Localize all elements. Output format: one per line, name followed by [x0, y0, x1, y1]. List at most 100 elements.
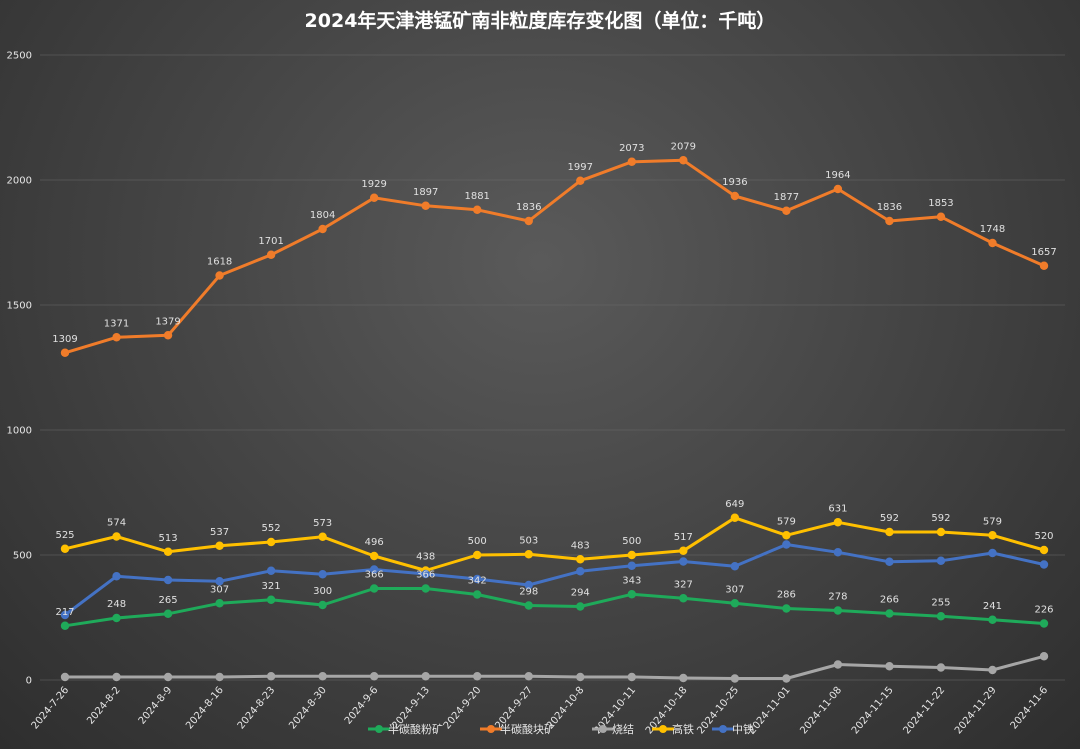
data-point: [833, 184, 843, 194]
data-point: [266, 566, 276, 575]
legend-label: 高铁: [672, 722, 694, 736]
data-point: [782, 531, 791, 540]
data-point: [885, 216, 894, 226]
data-point: [318, 672, 327, 681]
data-point: [627, 561, 636, 570]
data-label: 552: [262, 523, 281, 534]
data-label: 248: [107, 599, 126, 610]
data-label: 1657: [1031, 247, 1056, 258]
data-label: 2073: [619, 143, 644, 154]
data-point: [318, 532, 327, 541]
data-label: 2079: [671, 141, 696, 152]
data-point: [473, 205, 482, 214]
x-tick-label: 2024-9-20: [442, 685, 484, 732]
data-point: [524, 672, 533, 681]
data-label: 266: [880, 595, 899, 606]
data-point: [885, 662, 894, 671]
series-line: [63, 654, 1046, 680]
data-point: [421, 569, 430, 579]
data-label: 343: [622, 575, 641, 586]
data-point: [885, 609, 894, 618]
data-point: [163, 547, 173, 556]
legend-swatch-marker: [375, 725, 383, 733]
data-point: [215, 577, 224, 586]
data-point: [163, 575, 173, 585]
data-point: [730, 513, 740, 522]
data-label: 294: [571, 588, 590, 599]
data-label: 574: [107, 518, 126, 529]
data-label: 1877: [774, 192, 799, 203]
data-point: [318, 570, 327, 579]
data-label: 1618: [207, 257, 232, 268]
x-tick-label: 2024-8-16: [184, 685, 226, 732]
x-tick-label: 2024-11-22: [901, 685, 947, 737]
legend-label: 中铁: [732, 723, 754, 736]
gridlines: [40, 54, 1065, 681]
data-label: 1748: [980, 224, 1005, 235]
data-label: 1853: [928, 198, 953, 209]
data-label: 1836: [516, 202, 541, 213]
x-tick-label: 2024-8-30: [287, 685, 329, 732]
data-point: [1039, 652, 1049, 661]
data-label: 366: [416, 570, 435, 581]
data-label: 573: [313, 518, 332, 529]
data-point: [215, 599, 224, 608]
data-point: [163, 672, 173, 682]
data-point: [60, 610, 70, 620]
data-point: [369, 672, 379, 681]
data-label: 278: [828, 592, 847, 603]
data-label: 321: [262, 581, 281, 592]
data-point: [421, 201, 430, 210]
data-point: [936, 212, 946, 221]
data-point: [163, 331, 173, 340]
data-label: 579: [777, 516, 796, 527]
data-point: [112, 572, 121, 581]
data-point: [60, 348, 70, 357]
x-tick-label: 2024-7-26: [30, 685, 72, 732]
data-point: [1039, 619, 1049, 628]
data-point: [627, 590, 636, 599]
legend-item: 半碳酸块矿: [480, 722, 555, 736]
data-label: 226: [1034, 605, 1053, 616]
data-point: [576, 602, 585, 611]
data-point: [473, 574, 482, 584]
data-point: [1039, 545, 1049, 555]
data-label: 500: [622, 536, 641, 547]
data-point: [936, 527, 946, 537]
data-point: [936, 556, 946, 565]
data-label: 520: [1034, 531, 1053, 542]
data-label: 631: [828, 503, 847, 514]
legend-label: 烧结: [612, 723, 634, 736]
data-point: [988, 665, 997, 675]
data-point: [885, 527, 894, 537]
data-point: [60, 621, 70, 630]
data-point: [524, 550, 533, 559]
data-point: [679, 673, 688, 683]
data-label: 500: [468, 536, 487, 547]
data-point: [936, 612, 946, 621]
legend: 半碳酸粉矿 半碳酸块矿 烧结 高铁 中铁: [368, 722, 754, 736]
data-label: 286: [777, 590, 796, 601]
x-tick-label: 2024-11-29: [953, 685, 999, 737]
x-tick-label: 2024-11-08: [798, 685, 844, 737]
data-point: [782, 540, 791, 549]
legend-label: 半碳酸块矿: [500, 722, 555, 736]
y-tick-label: 2500: [7, 51, 32, 62]
y-tick-label: 0: [26, 676, 32, 687]
data-label: 649: [725, 499, 744, 510]
data-label: 217: [55, 607, 74, 618]
data-point: [163, 609, 173, 618]
data-point: [988, 615, 997, 624]
data-point: [473, 672, 482, 681]
data-point: [833, 548, 843, 557]
data-point: [730, 674, 740, 683]
legend-swatch-marker: [659, 725, 667, 733]
data-point: [730, 191, 740, 201]
data-point: [318, 600, 327, 610]
data-point: [885, 557, 894, 566]
data-point: [679, 557, 688, 566]
data-point: [730, 562, 740, 571]
series-line: [63, 158, 1046, 355]
series-3: [60, 513, 1049, 575]
data-point: [988, 531, 997, 540]
